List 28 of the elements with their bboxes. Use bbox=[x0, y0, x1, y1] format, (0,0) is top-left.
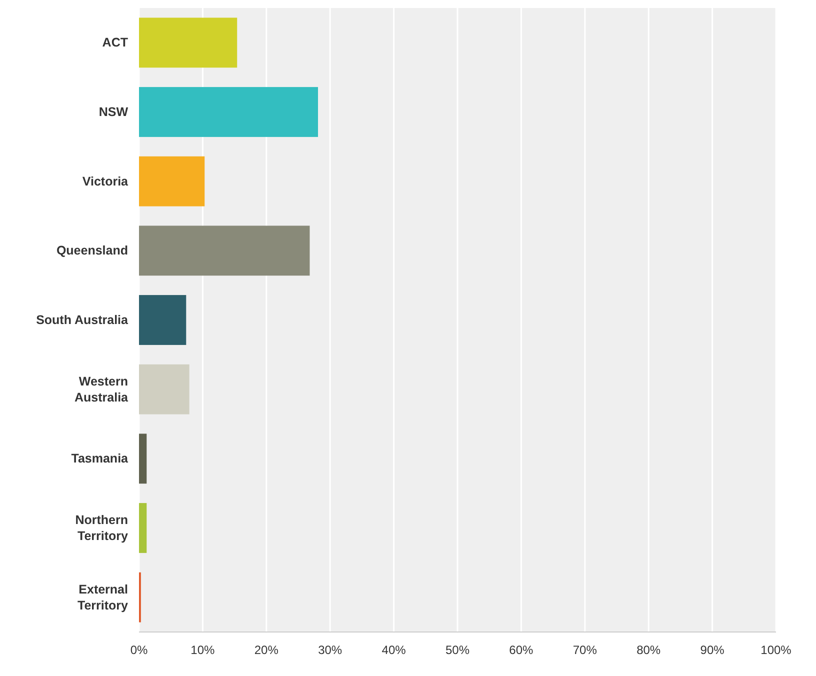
bar bbox=[139, 295, 186, 345]
y-tick-label: Western Australia bbox=[74, 374, 130, 404]
y-tick-label: South Australia bbox=[36, 313, 130, 327]
x-tick-label: 60% bbox=[509, 643, 534, 657]
y-tick-label: Tasmania bbox=[71, 452, 130, 466]
bar bbox=[139, 226, 310, 276]
x-tick-label: 80% bbox=[636, 643, 661, 657]
y-tick-label: NSW bbox=[98, 105, 128, 119]
bar bbox=[139, 87, 318, 137]
x-tick-label: 10% bbox=[190, 643, 216, 657]
y-tick-label: ACT bbox=[102, 36, 128, 50]
bar bbox=[139, 18, 238, 68]
x-tick-label: 20% bbox=[254, 643, 279, 657]
bar bbox=[139, 434, 147, 484]
bar bbox=[139, 156, 205, 206]
x-tick-label: 70% bbox=[572, 643, 598, 657]
y-tick-label: Queensland bbox=[56, 244, 128, 258]
y-tick-label: External Territory bbox=[78, 582, 128, 612]
x-tick-label: 100% bbox=[760, 643, 792, 657]
x-tick-label: 0% bbox=[130, 643, 148, 657]
x-tick-label: 40% bbox=[382, 643, 406, 657]
y-tick-label: Northern Territory bbox=[75, 513, 128, 543]
x-tick-label: 50% bbox=[445, 643, 470, 657]
y-tick-label: Victoria bbox=[82, 174, 130, 188]
bar bbox=[139, 364, 190, 414]
bar bbox=[139, 503, 147, 553]
x-tick-label: 30% bbox=[318, 643, 342, 657]
x-tick-label: 90% bbox=[700, 643, 725, 657]
